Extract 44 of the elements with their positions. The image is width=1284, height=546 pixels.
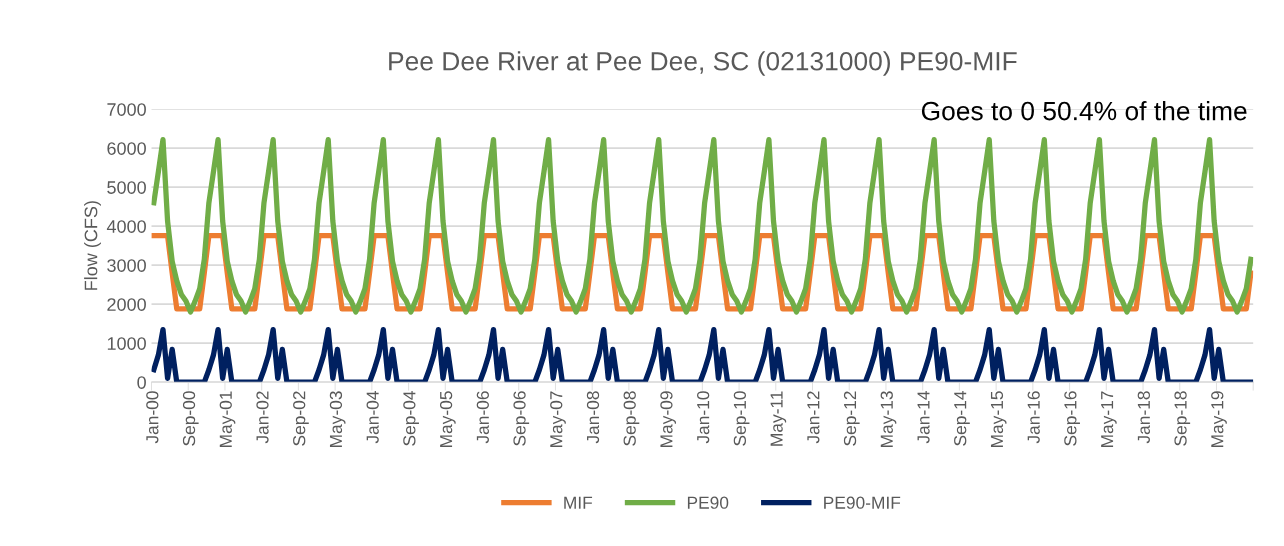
y-tick-label: 6000 [107,142,146,155]
x-tick-label: May-17 [1101,391,1117,447]
x-tick-label: Jan-18 [1137,391,1150,444]
x-tick-label: May-09 [660,391,677,447]
x-tick-label: Sep-14 [954,391,970,446]
x-tick-label: Sep-02 [293,391,309,446]
x-tick-label: Sep-16 [1064,391,1080,446]
y-tick-label: 3000 [107,259,146,272]
legend-label: MIF [564,496,593,509]
x-tick-label: Sep-04 [403,391,419,446]
x-tick-label: May-05 [439,391,456,447]
legend-label: PE90 [687,496,729,509]
x-tick-label: Jan-04 [366,391,379,444]
y-tick-label: 4000 [106,220,146,233]
legend-label: PE90-MIF [824,496,901,509]
y-tick-label: 1000 [107,337,146,350]
x-tick-label: Sep-18 [1174,391,1191,446]
chart-title: Pee Dee River at Pee Dee, SC (02131000) PE90-MIF [389,51,1017,76]
y-tick-label: 5000 [107,181,146,194]
x-tick-label: Jan-10 [697,391,710,444]
x-tick-label: May-15 [990,391,1007,447]
x-tick-label: Jan-12 [807,391,820,444]
x-tick-label: Jan-14 [917,391,930,444]
x-tick-label: Sep-12 [843,391,860,446]
x-tick-label: May-01 [219,391,236,447]
x-tick-label: May-03 [329,391,346,447]
x-tick-label: Sep-00 [182,391,199,446]
x-tick-label: May-19 [1211,391,1227,447]
annotation: Goes to 0 50.4% of the time [921,101,1247,121]
x-tick-label: Jan-06 [476,391,489,444]
x-tick-label: Jan-08 [586,391,600,444]
y-tick-label: 2000 [107,298,146,311]
x-tick-label: Jan-16 [1027,391,1040,444]
y-axis-title: Flow (CFS) [84,201,101,290]
x-tick-label: Jan-02 [256,391,269,444]
y-tick-label: 7000 [107,103,146,116]
x-tick-label: May-13 [880,391,897,447]
x-tick-label: Sep-08 [623,391,640,446]
x-tick-label: May-11 [770,391,787,446]
x-tick-label: Sep-10 [733,391,750,446]
y-tick-label: 0 [137,376,146,389]
x-tick-label: Sep-06 [513,391,530,446]
x-tick-label: Jan-00 [146,391,159,444]
x-tick-label: May-07 [550,391,566,447]
